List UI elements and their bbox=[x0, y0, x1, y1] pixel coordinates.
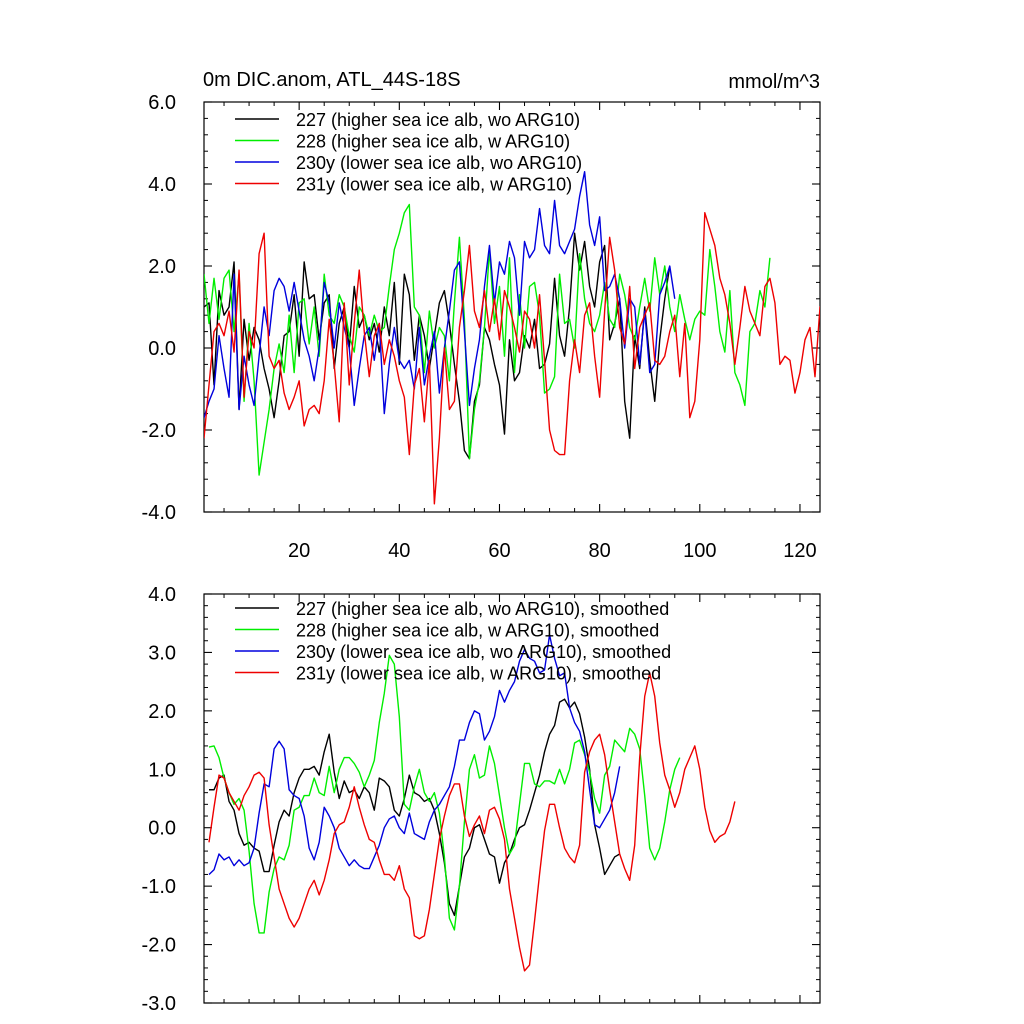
series-line-227 bbox=[204, 232, 671, 460]
figure-title: 0m DIC.anom, ATL_44S-18S bbox=[203, 69, 461, 91]
legend-label: 230y (lower sea ice alb, wo ARG10) bbox=[296, 153, 582, 173]
series-group bbox=[208, 634, 736, 972]
legend-label: 227 (higher sea ice alb, wo ARG10), smoo… bbox=[296, 599, 669, 619]
legend-label: 231y (lower sea ice alb, w ARG10) bbox=[296, 175, 572, 195]
y-tick-label: 1.0 bbox=[148, 759, 176, 781]
legend-label: 228 (higher sea ice alb, w ARG10), smoot… bbox=[296, 621, 659, 641]
series-line-228 bbox=[208, 654, 681, 934]
plot-frame bbox=[203, 593, 821, 1004]
y-tick-label: 6.0 bbox=[148, 92, 176, 114]
series-line-230y bbox=[208, 634, 621, 875]
series-line-231y bbox=[204, 211, 820, 505]
bottom-panel: -3.0 -2.0 -1.0 0.0 1.0 2.0 3.0 4.0 227 (higher s… bbox=[142, 584, 821, 1015]
y-tick-label: -2.0 bbox=[142, 935, 176, 957]
y-tick-label: 2.0 bbox=[148, 256, 176, 278]
series-line-231y bbox=[208, 672, 736, 972]
x-tick-label: 60 bbox=[488, 540, 510, 562]
top-panel: -4.0 -2.0 0.0 2.0 4.0 6.0 20 40 60 80 100 120 227 (h… bbox=[142, 92, 821, 562]
y-tick-label: 3.0 bbox=[148, 642, 176, 664]
series-line-227 bbox=[209, 698, 621, 917]
y-tick-label: 4.0 bbox=[148, 584, 176, 606]
y-tick-label: -1.0 bbox=[142, 876, 176, 898]
y-tick-label: -4.0 bbox=[142, 502, 176, 524]
legend-label: 227 (higher sea ice alb, wo ARG10) bbox=[296, 110, 580, 130]
x-tick-label: 20 bbox=[288, 540, 310, 562]
series-line-230y bbox=[204, 170, 676, 418]
series-group bbox=[204, 170, 820, 505]
x-tick-label: 80 bbox=[589, 540, 611, 562]
x-tick-label: 40 bbox=[388, 540, 410, 562]
y-tick-label: -2.0 bbox=[142, 420, 176, 442]
legend-label: 230y (lower sea ice alb, wo ARG10), smoo… bbox=[296, 642, 671, 662]
x-tick-label: 120 bbox=[783, 540, 816, 562]
x-tick-label: 100 bbox=[683, 540, 716, 562]
units-label: mmol/m^3 bbox=[728, 71, 820, 93]
legend-label: 228 (higher sea ice alb, w ARG10) bbox=[296, 132, 570, 152]
y-tick-label: 0.0 bbox=[148, 338, 176, 360]
y-tick-label: 4.0 bbox=[148, 174, 176, 196]
y-tick-label: 0.0 bbox=[148, 818, 176, 840]
y-tick-label: -3.0 bbox=[142, 993, 176, 1015]
y-tick-label: 2.0 bbox=[148, 701, 176, 723]
legend-label: 231y (lower sea ice alb, w ARG10), smoot… bbox=[296, 664, 661, 684]
